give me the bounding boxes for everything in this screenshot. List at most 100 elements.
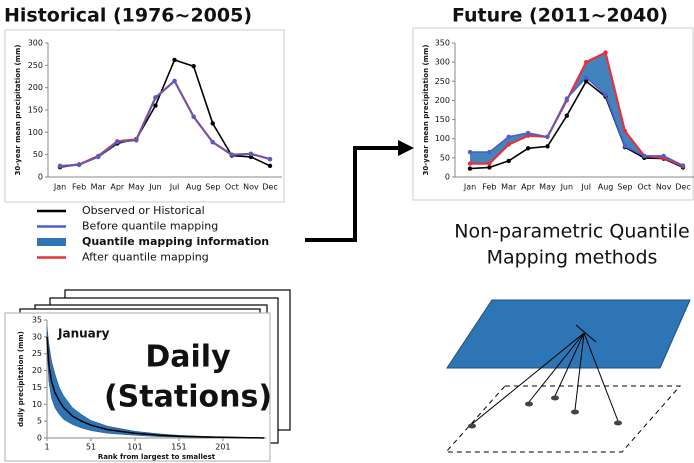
y-tick-label: 0	[445, 173, 450, 182]
y-tick-label: 25	[32, 349, 42, 358]
point	[506, 134, 511, 139]
y-axis-label: 30-year mean precipitation (mm)	[422, 45, 430, 176]
point	[603, 92, 608, 97]
x-tick-label: 1	[44, 443, 49, 452]
chart-title: Future (2011~2040)	[452, 5, 668, 27]
chart-title: Historical (1976~2005)	[4, 5, 252, 27]
x-tick-label: 201	[215, 443, 230, 452]
x-tick-label: Jan	[53, 183, 66, 192]
point	[506, 158, 511, 164]
point	[525, 146, 531, 151]
point	[545, 134, 550, 139]
x-tick-label: Jul	[580, 183, 591, 192]
annotation: Daily	[145, 340, 231, 375]
point	[153, 103, 158, 108]
point	[95, 154, 101, 160]
point	[267, 163, 273, 169]
chart-title: January	[57, 327, 110, 341]
x-tick-label: Mar	[91, 183, 107, 192]
y-tick-label: 350	[435, 39, 450, 48]
y-tick-label: 10	[32, 400, 42, 409]
x-tick-label: Feb	[482, 183, 496, 192]
x-tick-label: Apr	[521, 183, 536, 192]
y-tick-label: 0	[37, 434, 42, 443]
point	[153, 95, 158, 100]
mapping-arrows	[471, 324, 619, 425]
y-tick-label: 0	[38, 173, 43, 182]
point	[57, 163, 63, 169]
point	[622, 128, 628, 134]
x-tick-label: Dec	[262, 183, 277, 192]
x-tick-label: May	[128, 183, 145, 192]
point	[467, 149, 473, 155]
point	[564, 113, 570, 118]
point	[583, 79, 589, 84]
x-tick-label: Apr	[110, 183, 125, 192]
point	[564, 96, 570, 101]
x-tick-label: Sep	[205, 183, 220, 192]
y-tick-label: 150	[435, 115, 450, 124]
x-tick-label: Aug	[598, 183, 614, 192]
point	[229, 152, 235, 157]
series-line	[470, 76, 684, 167]
point	[467, 166, 473, 171]
x-tick-label: Oct	[637, 183, 651, 192]
point	[248, 151, 254, 156]
arrow-head	[398, 140, 414, 156]
annotation: (Stations)	[104, 380, 272, 415]
point	[134, 138, 139, 143]
series-line	[59, 79, 271, 167]
chart-frame	[4, 29, 285, 203]
x-tick-label: Mar	[501, 183, 517, 192]
caption: Mapping methods	[487, 247, 658, 269]
x-tick-label: 51	[86, 443, 96, 452]
chart-frame	[412, 27, 694, 201]
y-tick-label: 35	[32, 316, 42, 325]
x-tick-label: Jun	[148, 183, 162, 192]
rank-line	[46, 336, 265, 439]
x-tick-label: Jun	[560, 183, 574, 192]
point	[267, 156, 273, 162]
point	[467, 161, 473, 166]
y-tick-label: 100	[435, 134, 450, 143]
series-line	[469, 80, 684, 170]
x-tick-label: Jul	[169, 183, 180, 192]
point	[583, 59, 589, 65]
point	[680, 163, 686, 168]
x-tick-label: Oct	[225, 183, 239, 192]
y-tick-label: 5	[37, 417, 42, 426]
legend-label: Before quantile mapping	[82, 220, 218, 233]
caption: Non-parametric Quantile	[454, 221, 690, 243]
point	[487, 165, 492, 170]
point	[487, 149, 492, 155]
point	[525, 130, 531, 136]
x-tick-label: Nov	[656, 183, 672, 192]
point	[545, 144, 550, 149]
point	[248, 154, 254, 160]
point	[191, 64, 196, 69]
y-tick-label: 50	[33, 150, 43, 159]
y-tick-label: 150	[28, 106, 43, 115]
point	[661, 153, 666, 159]
y-tick-label: 200	[435, 96, 450, 105]
y-tick-label: 200	[28, 83, 43, 92]
x-tick-label: Sep	[617, 183, 632, 192]
legend-label: Observed or Historical	[82, 204, 205, 217]
y-tick-label: 20	[32, 366, 42, 375]
y-axis-label: daily precipitation (mm)	[17, 331, 25, 427]
point	[622, 144, 628, 149]
x-tick-label: May	[539, 183, 556, 192]
point	[172, 78, 177, 84]
grid-plane	[446, 299, 691, 369]
y-tick-label: 250	[435, 77, 450, 86]
point	[115, 139, 120, 145]
x-tick-label: Aug	[186, 183, 202, 192]
y-axis-label: 30-year mean precipitation (mm)	[14, 45, 22, 176]
y-tick-label: 15	[32, 383, 42, 392]
legend-label: Quantile mapping information	[82, 235, 269, 248]
point	[603, 50, 608, 55]
page-stack	[4, 289, 291, 462]
y-tick-label: 250	[28, 61, 43, 70]
point	[172, 57, 177, 63]
